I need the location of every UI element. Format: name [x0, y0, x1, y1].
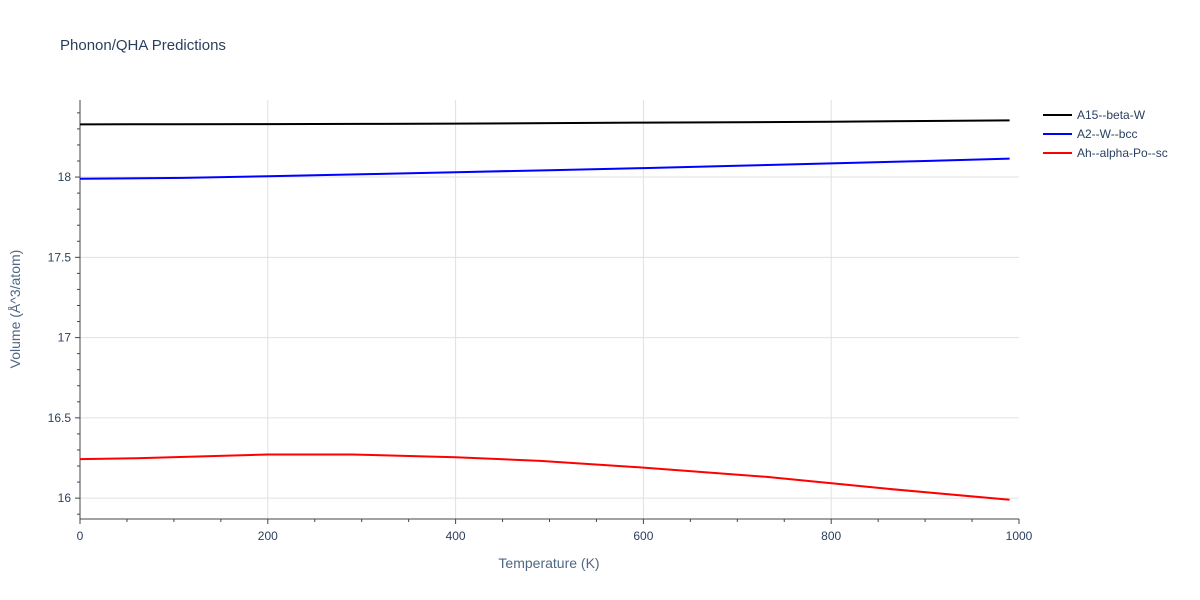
x-axis-title: Temperature (K): [498, 555, 599, 571]
legend-label: Ah--alpha-Po--sc: [1077, 146, 1168, 160]
legend[interactable]: A15--beta-W A2--W--bcc Ah--alpha-Po--sc: [1043, 108, 1168, 160]
y-tick-label: 17: [58, 331, 72, 345]
x-tick-label: 800: [821, 529, 841, 543]
legend-item[interactable]: A15--beta-W: [1043, 108, 1146, 122]
axes-layer: 0 200 400 600 800 1000 16 16.5 17 17.5 18: [48, 100, 1033, 543]
x-tick-label: 1000: [1006, 529, 1033, 543]
y-tick-label: 17.5: [48, 250, 72, 264]
y-tick-label: 16: [58, 491, 72, 505]
legend-item[interactable]: Ah--alpha-Po--sc: [1043, 146, 1168, 160]
x-tick-label: 200: [258, 529, 278, 543]
x-tick-label: 400: [446, 529, 466, 543]
legend-item[interactable]: A2--W--bcc: [1043, 127, 1137, 141]
series-line-2: [79, 157, 1010, 180]
legend-label: A15--beta-W: [1077, 108, 1146, 122]
grid-layer: [80, 100, 1019, 519]
series-layer: [79, 119, 1010, 501]
x-tick-label: 600: [633, 529, 653, 543]
legend-label: A2--W--bcc: [1077, 127, 1137, 141]
y-tick-label: 18: [58, 170, 72, 184]
y-tick-label: 16.5: [48, 411, 72, 425]
y-axis-title: Volume (Å^3/atom): [7, 250, 23, 369]
x-tick-label: 0: [77, 529, 84, 543]
series-line-1: [79, 119, 1010, 126]
chart-title: Phonon/QHA Predictions: [60, 37, 226, 54]
series-line-3: [79, 453, 1010, 501]
